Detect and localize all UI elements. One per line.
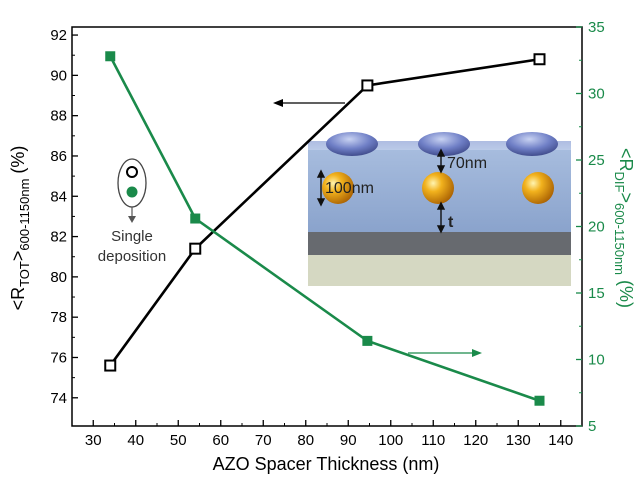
inset-dome [326, 132, 378, 156]
x-tick-label: 90 [340, 432, 357, 449]
y-right-tick-label: 20 [588, 219, 605, 236]
series-diffuse-point [190, 213, 201, 224]
y-left-axis-title: <RTOT>600-1150nm (%) [8, 146, 32, 311]
left-axis-pointer-arrow [273, 99, 345, 107]
legend-arrow [128, 216, 136, 223]
y-left-tick-label: 84 [50, 188, 67, 205]
x-tick-label: 130 [506, 432, 531, 449]
y-right-tick-label: 25 [588, 152, 605, 169]
y-left-tick-label: 76 [50, 349, 67, 366]
series-total-point [104, 359, 117, 372]
legend-label-line2: deposition [98, 248, 166, 265]
x-tick-label: 60 [212, 432, 229, 449]
y-left-tick-label: 92 [50, 27, 67, 44]
inset-nanoparticle [322, 172, 354, 204]
legend: Single deposition [98, 158, 166, 265]
inset-dome [506, 132, 558, 156]
y-left-tick-label: 88 [50, 108, 67, 125]
series-total-line [109, 57, 540, 367]
y-left-tick-label: 82 [50, 229, 67, 246]
inset-label-t: t [448, 214, 454, 231]
x-axis: 30 40 50 60 70 80 90 100 110 120 130 140 [85, 420, 573, 449]
y-right-axis: 5 10 15 20 25 30 35 [576, 19, 605, 435]
legend-filled-marker [126, 186, 138, 198]
x-tick-label: 100 [378, 432, 403, 449]
legend-label-line1: Single [111, 228, 153, 245]
x-tick-label: 80 [297, 432, 314, 449]
y-right-tick-label: 35 [588, 19, 605, 36]
x-tick-label: 30 [85, 432, 102, 449]
inset-label-70nm: 70nm [447, 155, 487, 172]
y-left-tick-label: 80 [50, 269, 67, 286]
legend-open-marker [126, 166, 138, 178]
inset-label-100nm: 100nm [325, 180, 374, 197]
series-total-point [189, 242, 202, 255]
x-tick-label: 40 [127, 432, 144, 449]
y-left-tick-label: 74 [50, 390, 67, 407]
right-axis-pointer-arrow [408, 349, 482, 357]
x-tick-label: 50 [170, 432, 187, 449]
inset-structure-illustration: 70nm 100nm t [308, 132, 571, 286]
series-total-point [533, 53, 546, 66]
y-right-tick-label: 10 [588, 352, 605, 369]
y-right-axis-title: <RDIF>600-1150nm (%) [612, 148, 636, 308]
series-diffuse-line [109, 55, 540, 402]
x-tick-label: 70 [255, 432, 272, 449]
y-left-tick-label: 86 [50, 148, 67, 165]
y-left-tick-label: 90 [50, 67, 67, 84]
inset-dome [418, 132, 470, 156]
series-diffuse-point [362, 335, 373, 346]
y-left-tick-label: 78 [50, 309, 67, 326]
x-tick-label: 120 [463, 432, 488, 449]
x-axis-title: AZO Spacer Thickness (nm) [213, 454, 440, 474]
y-right-tick-label: 5 [588, 418, 596, 435]
series-diffuse-point [534, 395, 545, 406]
inset-nanoparticle [422, 172, 454, 204]
inset-absorber-layer [308, 232, 571, 255]
y-right-tick-label: 15 [588, 285, 605, 302]
x-tick-label: 140 [548, 432, 573, 449]
series-diffuse-point [105, 51, 116, 62]
x-tick-label: 110 [421, 432, 445, 449]
y-left-axis: 74 76 78 80 82 84 86 88 90 92 [50, 27, 78, 407]
series-total-point [361, 79, 374, 92]
inset-glass-layer [308, 255, 571, 286]
series-layer [104, 51, 546, 406]
inset-nanoparticle [522, 172, 554, 204]
y-right-tick-label: 30 [588, 86, 605, 103]
